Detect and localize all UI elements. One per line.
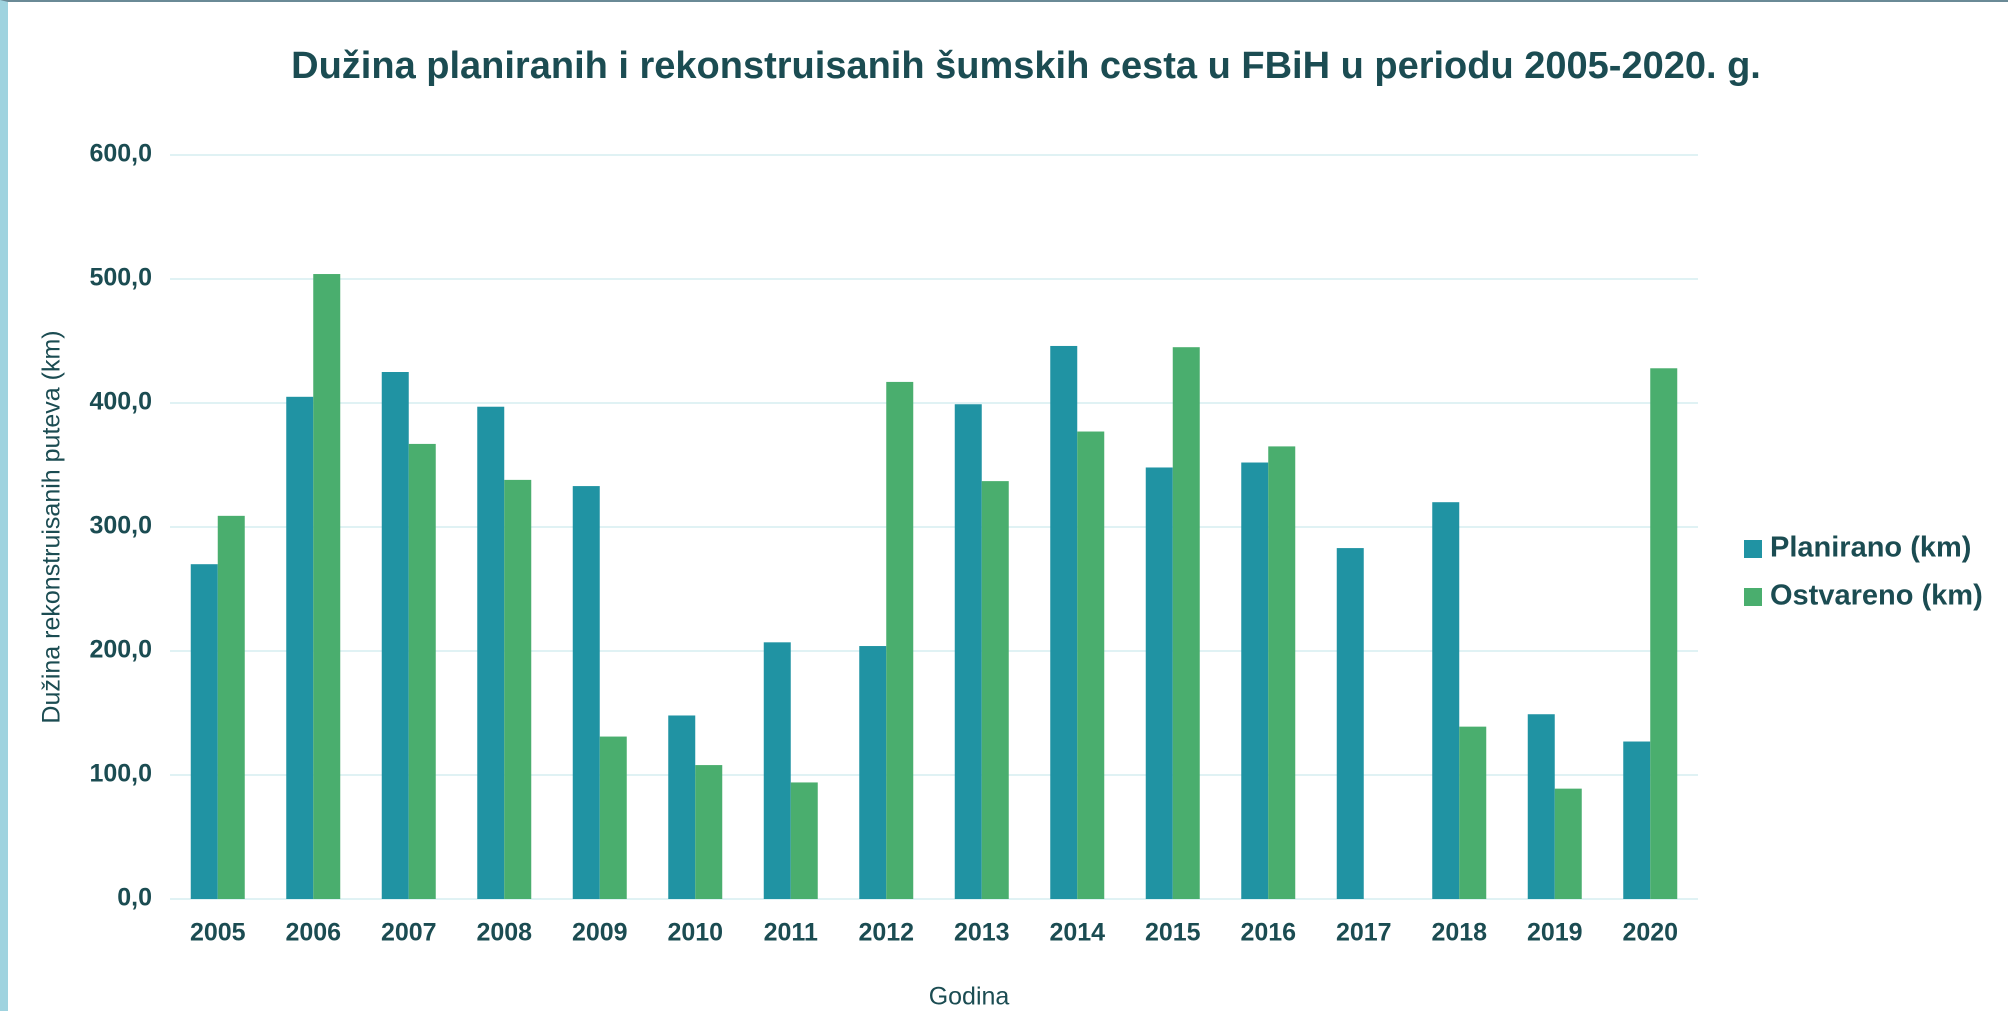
x-tick-label: 2008 (476, 919, 532, 947)
bar (695, 765, 723, 899)
bar (1336, 548, 1364, 899)
x-tick-label: 2009 (572, 919, 628, 947)
x-tick-label: 2014 (1049, 919, 1105, 947)
bar (190, 564, 218, 899)
x-tick-label: 2016 (1240, 919, 1296, 947)
x-tick-label: 2013 (954, 919, 1010, 947)
x-axis-title: Godina (929, 983, 1010, 1011)
x-tick-label: 2017 (1336, 919, 1392, 947)
bar (1268, 446, 1296, 899)
bar (859, 646, 887, 899)
bar (286, 396, 314, 899)
bar (217, 515, 245, 899)
bar (1077, 431, 1105, 899)
bar (504, 479, 532, 899)
bar (313, 274, 341, 899)
bar (572, 486, 600, 899)
y-tick-label: 400,0 (89, 388, 152, 416)
bar (668, 715, 696, 899)
bar (1241, 462, 1269, 899)
x-tick-label: 2015 (1145, 919, 1201, 947)
bar (763, 642, 791, 899)
bar (1172, 347, 1200, 899)
x-tick-label: 2012 (858, 919, 914, 947)
bar (1554, 788, 1582, 899)
bar (954, 404, 982, 899)
x-tick-label: 2007 (381, 919, 437, 947)
chart-title: Dužina planiranih i rekonstruisanih šums… (291, 45, 1761, 87)
bar (599, 736, 627, 899)
bar (381, 372, 409, 899)
bar (477, 406, 505, 899)
y-tick-label: 100,0 (89, 760, 152, 788)
y-tick-label: 300,0 (89, 512, 152, 540)
bar (790, 782, 818, 899)
x-tick-label: 2006 (285, 919, 341, 947)
x-tick-label: 2020 (1622, 919, 1678, 947)
x-tick-label: 2010 (667, 919, 723, 947)
bar (1623, 741, 1651, 899)
legend-label: Planirano (km) (1770, 532, 1971, 564)
bar (1145, 467, 1173, 899)
bar (1527, 714, 1555, 899)
bar (1459, 726, 1487, 899)
y-axis-title: Dužina rekonstruisanih puteva (km) (38, 330, 66, 723)
bar (408, 443, 436, 899)
bar (1432, 502, 1460, 899)
bar (886, 381, 914, 899)
y-tick-label: 500,0 (89, 264, 152, 292)
y-tick-label: 600,0 (89, 140, 152, 168)
bar (981, 481, 1009, 899)
x-tick-label: 2005 (190, 919, 246, 947)
chart: 0,0 100,0 200,0 300,0 400,0 500,0 600,0 2005 200… (38, 140, 1983, 1011)
bar (1650, 368, 1678, 899)
y-tick-label: 0,0 (117, 884, 152, 912)
legend-label: Ostvareno (km) (1770, 580, 1983, 612)
x-tick-label: 2011 (764, 919, 818, 947)
bar (1050, 345, 1078, 900)
y-tick-label: 200,0 (89, 636, 152, 664)
legend-swatch (1744, 588, 1762, 606)
legend-swatch (1744, 540, 1762, 558)
x-tick-label: 2018 (1431, 919, 1487, 947)
x-tick-label: 2019 (1527, 919, 1583, 947)
